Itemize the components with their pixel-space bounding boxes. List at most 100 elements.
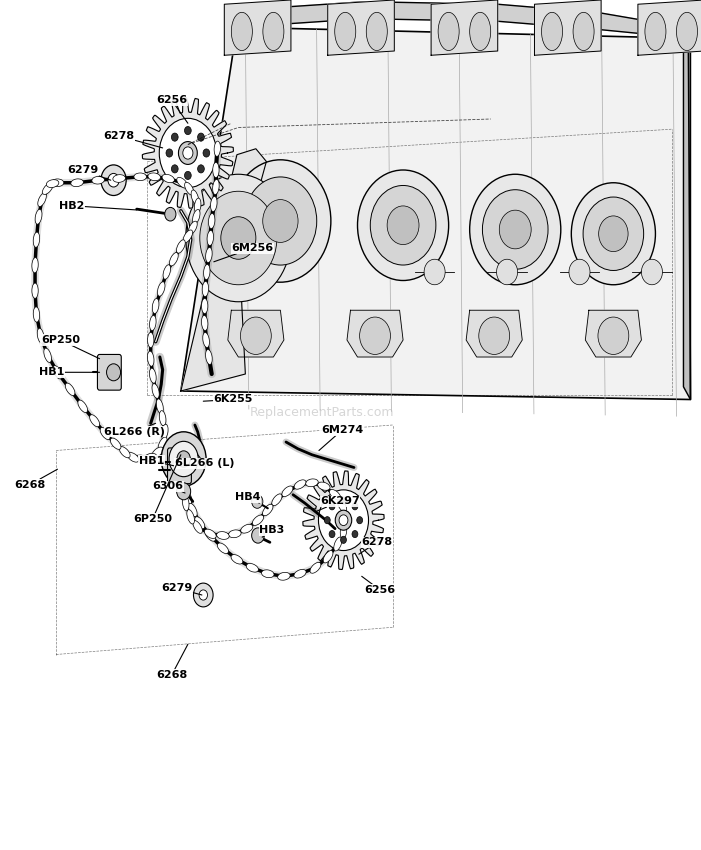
Ellipse shape: [201, 315, 208, 331]
Text: HB2: HB2: [59, 201, 137, 211]
Ellipse shape: [90, 415, 100, 427]
Ellipse shape: [676, 12, 697, 51]
Circle shape: [352, 502, 358, 510]
Circle shape: [161, 432, 206, 486]
Text: 6P250: 6P250: [133, 455, 181, 524]
Ellipse shape: [205, 530, 215, 541]
Circle shape: [482, 190, 548, 269]
Ellipse shape: [213, 162, 219, 178]
Ellipse shape: [438, 12, 459, 51]
Ellipse shape: [177, 240, 185, 253]
Circle shape: [165, 207, 176, 221]
Circle shape: [193, 583, 213, 607]
Circle shape: [583, 197, 644, 270]
Circle shape: [357, 517, 362, 524]
Circle shape: [183, 147, 193, 159]
Ellipse shape: [51, 179, 64, 187]
Ellipse shape: [37, 328, 44, 343]
Ellipse shape: [147, 351, 154, 366]
Ellipse shape: [149, 315, 156, 331]
Polygon shape: [328, 0, 394, 55]
Circle shape: [387, 206, 419, 245]
Circle shape: [203, 149, 210, 157]
Ellipse shape: [212, 179, 219, 195]
Ellipse shape: [159, 411, 166, 426]
Ellipse shape: [261, 570, 274, 578]
Ellipse shape: [32, 283, 39, 298]
FancyBboxPatch shape: [168, 448, 191, 484]
Ellipse shape: [187, 510, 194, 524]
Ellipse shape: [65, 383, 75, 395]
Text: 6K297: 6K297: [315, 496, 360, 512]
Ellipse shape: [205, 349, 212, 365]
Ellipse shape: [110, 438, 121, 450]
Polygon shape: [431, 0, 498, 55]
Ellipse shape: [179, 479, 188, 493]
Ellipse shape: [195, 517, 205, 529]
Ellipse shape: [78, 400, 88, 412]
Text: 6256: 6256: [156, 95, 188, 123]
Circle shape: [341, 536, 346, 543]
Ellipse shape: [263, 504, 273, 516]
Ellipse shape: [46, 179, 59, 188]
Circle shape: [179, 142, 197, 164]
Ellipse shape: [217, 531, 229, 540]
Ellipse shape: [340, 524, 347, 539]
Ellipse shape: [134, 173, 147, 181]
Ellipse shape: [35, 209, 42, 224]
Polygon shape: [347, 310, 403, 357]
Circle shape: [360, 317, 390, 354]
Circle shape: [172, 133, 178, 141]
Ellipse shape: [92, 176, 104, 184]
Ellipse shape: [119, 446, 130, 458]
Polygon shape: [466, 310, 522, 357]
Ellipse shape: [193, 521, 203, 533]
Ellipse shape: [229, 530, 241, 538]
Circle shape: [599, 216, 628, 252]
Ellipse shape: [252, 515, 264, 525]
Text: 6268: 6268: [156, 644, 188, 680]
Ellipse shape: [294, 479, 306, 490]
Ellipse shape: [71, 178, 83, 187]
Ellipse shape: [193, 209, 200, 224]
Ellipse shape: [152, 383, 159, 399]
FancyBboxPatch shape: [97, 354, 121, 390]
Text: HB1: HB1: [39, 367, 100, 377]
Circle shape: [199, 590, 207, 600]
Circle shape: [177, 483, 191, 500]
Ellipse shape: [33, 232, 40, 247]
Circle shape: [186, 174, 291, 302]
Ellipse shape: [147, 332, 154, 348]
Ellipse shape: [329, 490, 341, 500]
Ellipse shape: [156, 399, 163, 414]
Ellipse shape: [177, 178, 188, 188]
Polygon shape: [181, 149, 266, 391]
Circle shape: [240, 317, 271, 354]
Text: 6256: 6256: [362, 576, 395, 595]
Circle shape: [571, 183, 655, 285]
Circle shape: [230, 160, 331, 282]
Ellipse shape: [43, 183, 53, 195]
Ellipse shape: [113, 174, 125, 183]
Text: 6P250: 6P250: [41, 335, 100, 359]
Ellipse shape: [205, 247, 212, 263]
Text: 6L266 (L): 6L266 (L): [175, 455, 234, 468]
Ellipse shape: [334, 537, 342, 551]
Ellipse shape: [184, 490, 192, 504]
Text: 6278: 6278: [359, 537, 393, 554]
Circle shape: [177, 450, 191, 468]
Text: 6M274: 6M274: [319, 425, 363, 450]
Text: HB4: HB4: [236, 492, 261, 503]
Circle shape: [496, 259, 517, 285]
Text: 6K255: 6K255: [203, 394, 253, 405]
Circle shape: [335, 510, 352, 530]
Ellipse shape: [33, 307, 40, 322]
Ellipse shape: [214, 141, 221, 156]
Ellipse shape: [470, 12, 491, 51]
Ellipse shape: [38, 193, 46, 207]
Ellipse shape: [294, 570, 306, 578]
Polygon shape: [181, 27, 690, 399]
Polygon shape: [683, 27, 690, 399]
Circle shape: [318, 490, 369, 551]
Ellipse shape: [318, 482, 330, 490]
